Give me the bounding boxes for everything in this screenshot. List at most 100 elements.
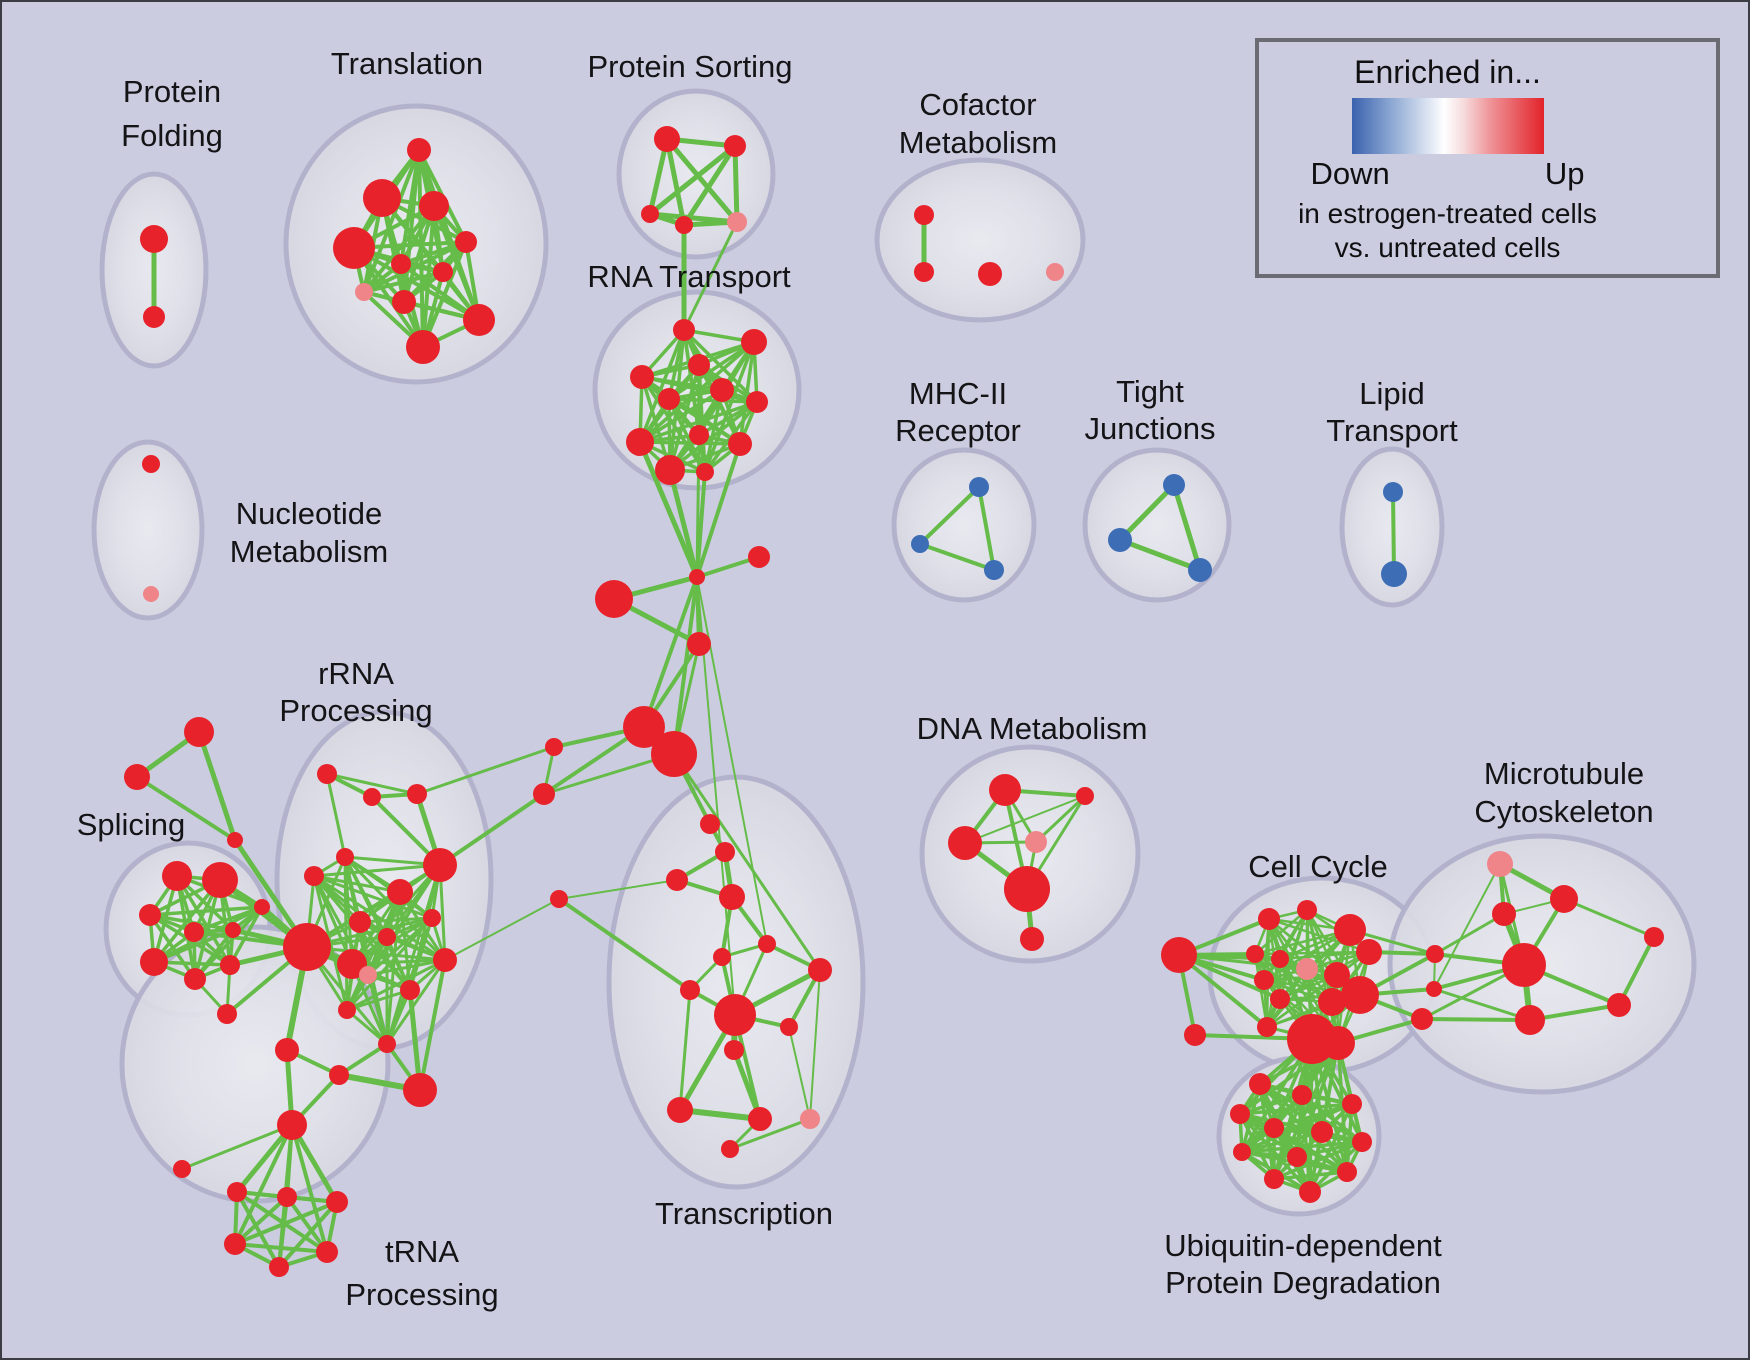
node-sp7 xyxy=(184,968,206,990)
network-edge xyxy=(233,1195,289,1246)
node-tr2 xyxy=(713,948,731,966)
network-edge xyxy=(235,1190,329,1254)
node-cc10 xyxy=(1341,976,1379,1014)
node-ub6 xyxy=(1311,1121,1333,1143)
legend-up-label: Up xyxy=(1544,156,1585,191)
network-edge xyxy=(352,246,481,322)
node-tr7 xyxy=(724,1040,744,1060)
node-sp3 xyxy=(139,904,161,926)
network-edge xyxy=(277,1195,289,1269)
cluster-label-rna-transport: RNA Transport xyxy=(587,259,791,294)
node-mh3 xyxy=(984,560,1004,580)
node-rt4 xyxy=(630,365,654,389)
node-cn xyxy=(550,890,568,908)
network-edge xyxy=(233,1242,329,1254)
network-edge xyxy=(345,916,434,1012)
node-cc12 xyxy=(1257,1017,1277,1037)
node-c4 xyxy=(687,632,711,656)
legend-endpoints: Down Up xyxy=(1311,156,1585,192)
network-edge xyxy=(312,863,442,878)
node-ub3 xyxy=(1342,1094,1362,1114)
network-edge xyxy=(667,397,759,404)
node-c3 xyxy=(595,580,633,618)
network-edge xyxy=(325,772,347,859)
network-edge xyxy=(366,958,447,977)
network-edge xyxy=(135,775,237,842)
node-mtb xyxy=(1502,943,1546,987)
network-edge xyxy=(640,375,707,474)
legend: Enriched in... Down Up in estrogen-treat… xyxy=(1255,38,1720,278)
legend-subtitle-line2: vs. untreated cells xyxy=(1334,232,1561,263)
node-cc11 xyxy=(1318,988,1346,1016)
node-L1 xyxy=(545,738,563,756)
network-edge xyxy=(731,1047,763,1122)
network-edge xyxy=(1262,908,1309,982)
node-ub8 xyxy=(1233,1143,1251,1161)
node-rr14 xyxy=(378,1035,396,1053)
node-tn3 xyxy=(403,1073,437,1107)
node-tnhub xyxy=(277,1110,307,1140)
network-edge xyxy=(345,890,402,1012)
network-edge xyxy=(418,958,447,1092)
node-rt6 xyxy=(710,378,734,402)
node-d2 xyxy=(715,842,735,862)
node-t4 xyxy=(333,227,375,269)
node-tr9 xyxy=(748,1107,772,1131)
node-cc3 xyxy=(1334,914,1366,946)
cluster-label-protein-folding-line2: Folding xyxy=(121,118,223,153)
node-cf3 xyxy=(978,262,1002,286)
cluster-label-tight-junctions-line1: Tight xyxy=(1116,374,1184,409)
cluster-ellipse-transcription xyxy=(606,774,866,1190)
network-edge xyxy=(809,969,821,1120)
node-L2 xyxy=(533,783,555,805)
cluster-labels: Protein Folding Translation Protein Sorting… xyxy=(77,46,1654,1312)
node-tn1 xyxy=(275,1038,299,1062)
node-t3 xyxy=(419,191,449,221)
node-tn6 xyxy=(326,1191,348,1213)
node-ub4 xyxy=(1230,1104,1250,1124)
node-ub5 xyxy=(1264,1118,1284,1138)
node-ub10 xyxy=(1337,1162,1357,1182)
network-edge xyxy=(233,1200,339,1246)
node-mt6 xyxy=(1607,993,1631,1017)
node-lp2 xyxy=(1381,561,1407,587)
node-rrbig2 xyxy=(337,949,367,979)
network-edge xyxy=(695,442,742,579)
network-edge xyxy=(668,400,759,472)
node-d4 xyxy=(719,884,745,910)
network-edge xyxy=(399,262,481,322)
network-edge xyxy=(647,143,738,217)
node-c2 xyxy=(748,546,770,568)
network-edge xyxy=(918,485,981,546)
node-cf2 xyxy=(914,262,934,282)
node-tj3 xyxy=(1188,558,1212,582)
node-rr1 xyxy=(317,764,337,784)
cluster-label-dna-metabolism: DNA Metabolism xyxy=(917,711,1148,746)
node-cf4 xyxy=(1046,263,1064,281)
node-ub1 xyxy=(1249,1073,1271,1095)
node-tn5 xyxy=(277,1187,297,1207)
cluster-ellipse-cofactor-metabolism xyxy=(874,157,1086,323)
node-sp9 xyxy=(217,1004,237,1024)
node-rt7 xyxy=(746,391,768,413)
cluster-label-protein-folding-line1: Protein xyxy=(123,74,221,109)
network-edge xyxy=(228,905,264,967)
node-sp10 xyxy=(254,899,270,915)
node-dm6 xyxy=(1020,927,1044,951)
network-edge xyxy=(1117,482,1177,543)
network-edge xyxy=(366,973,389,1046)
network-edge xyxy=(193,905,264,981)
network-edge xyxy=(977,485,996,572)
network-edge xyxy=(1034,794,1087,844)
network-edge xyxy=(964,795,1086,844)
network-edge xyxy=(1238,1102,1354,1116)
node-t2 xyxy=(363,179,401,217)
node-ub11 xyxy=(1264,1169,1284,1189)
network-edge xyxy=(558,879,678,900)
node-rt2 xyxy=(741,329,767,355)
network-edge xyxy=(1240,1130,1324,1154)
node-rt3 xyxy=(688,354,710,376)
cluster-label-trna-processing-line2: Processing xyxy=(345,1277,498,1312)
cluster-label-microtubule-cytoskeleton-line2: Cytoskeleton xyxy=(1474,794,1653,829)
